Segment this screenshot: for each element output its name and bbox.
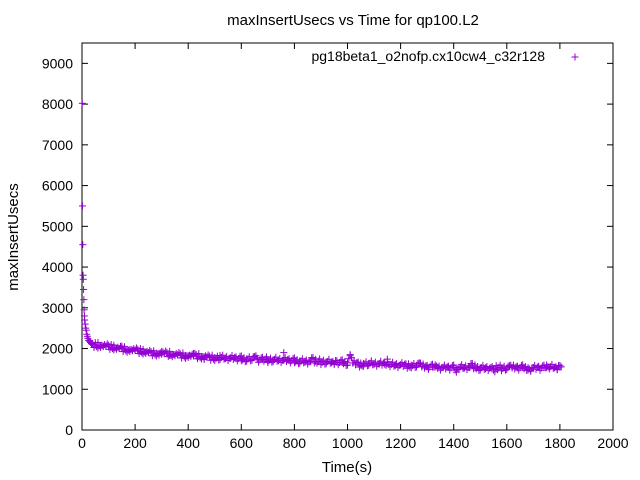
chart-title: maxInsertUsecs vs Time for qp100.L2 <box>227 12 479 29</box>
data-point <box>413 363 421 371</box>
data-point <box>219 351 227 359</box>
x-tick-label: 200 <box>123 435 147 451</box>
data-point <box>166 347 174 355</box>
y-tick-label: 9000 <box>42 55 73 71</box>
data-point <box>79 275 87 283</box>
axis-ticks: 0 200 400 600 800 1000 1200 1400 1600 1800 2000 0 10… <box>42 43 629 451</box>
x-tick-label: 400 <box>177 435 201 451</box>
data-point <box>389 358 397 366</box>
data-point <box>248 356 256 364</box>
data-point <box>132 344 140 352</box>
data-point <box>80 296 88 304</box>
data-point <box>342 362 350 370</box>
data-point <box>257 354 265 362</box>
data-point <box>464 363 472 371</box>
data-point <box>367 357 375 365</box>
data-point <box>240 354 248 362</box>
data-point <box>79 202 87 210</box>
data-point <box>280 349 288 357</box>
legend: pg18beta1_o2nofp.cx10cw4_c32r128 <box>311 48 579 64</box>
data-point <box>120 343 128 351</box>
data-point <box>556 361 564 369</box>
data-point <box>316 355 324 363</box>
y-tick-label: 3000 <box>42 300 73 316</box>
y-tick-label: 8000 <box>42 96 73 112</box>
x-tick-label: 2000 <box>597 435 628 451</box>
data-point <box>411 363 419 371</box>
data-point <box>325 355 333 363</box>
y-tick-label: 1000 <box>42 381 73 397</box>
data-point <box>79 241 87 249</box>
data-point <box>293 356 301 364</box>
data-point <box>344 361 351 369</box>
y-tick-label: 6000 <box>42 178 73 194</box>
data-point <box>81 316 89 324</box>
x-tick-label: 1800 <box>544 435 575 451</box>
data-point <box>195 350 203 358</box>
data-point <box>362 358 370 366</box>
data-point <box>81 320 89 328</box>
data-point <box>284 355 292 363</box>
data-point <box>267 354 275 362</box>
x-tick-label: 1000 <box>332 435 363 451</box>
data-point <box>263 353 271 361</box>
data-point <box>179 349 187 357</box>
legend-marker <box>571 53 579 61</box>
y-tick-label: 0 <box>65 422 73 438</box>
data-point <box>289 354 297 362</box>
data-point <box>103 340 111 348</box>
data-point <box>150 347 158 355</box>
data-point <box>136 345 144 353</box>
data-point <box>78 99 86 107</box>
x-tick-label: 1600 <box>491 435 522 451</box>
y-tick-label: 2000 <box>42 341 73 357</box>
data-point <box>320 356 328 364</box>
x-tick-label: 1200 <box>385 435 416 451</box>
x-tick-label: 600 <box>230 435 254 451</box>
data-point <box>450 361 458 369</box>
data-point <box>80 285 88 293</box>
y-tick-label: 4000 <box>42 259 73 275</box>
data-points <box>78 99 565 376</box>
y-tick-label: 5000 <box>42 218 73 234</box>
data-point <box>213 352 221 360</box>
data-point <box>383 355 391 363</box>
data-point <box>337 356 345 364</box>
y-axis-label: maxInsertUsecs <box>5 183 22 291</box>
x-tick-label: 1400 <box>438 435 469 451</box>
data-point <box>80 306 88 314</box>
data-point <box>272 353 280 361</box>
data-point <box>298 355 306 363</box>
data-point <box>231 353 239 361</box>
data-point <box>208 351 216 359</box>
data-point <box>305 358 313 366</box>
y-tick-label: 7000 <box>42 137 73 153</box>
data-point <box>527 367 535 375</box>
x-tick-label: 0 <box>78 435 86 451</box>
data-point <box>82 326 90 334</box>
data-point <box>306 357 314 365</box>
data-point <box>107 340 115 348</box>
data-point <box>341 358 349 366</box>
x-axis-label: Time(s) <box>322 459 372 476</box>
data-point <box>247 357 255 365</box>
x-tick-label: 800 <box>283 435 307 451</box>
data-point <box>236 352 244 360</box>
plot-frame <box>81 42 614 431</box>
data-point <box>553 365 561 373</box>
legend-marker-symbol <box>571 53 579 61</box>
data-point <box>501 366 509 374</box>
legend-label: pg18beta1_o2nofp.cx10cw4_c32r128 <box>311 48 545 64</box>
data-point <box>448 362 456 370</box>
data-point <box>91 339 99 347</box>
